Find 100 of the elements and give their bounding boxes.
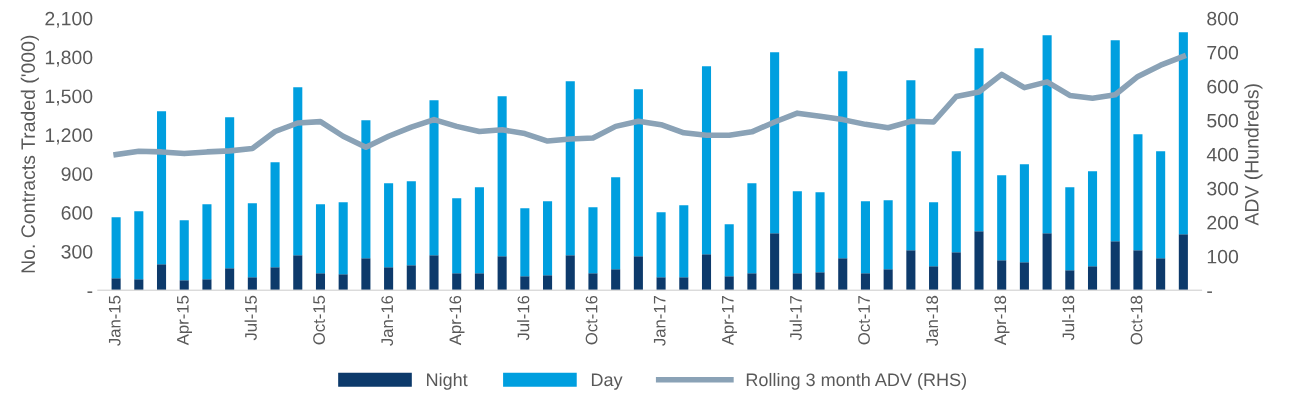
x-tick-label: Oct-15 bbox=[313, 295, 325, 345]
bar bbox=[838, 71, 848, 259]
bar bbox=[179, 280, 189, 291]
bar bbox=[1087, 171, 1098, 267]
bar bbox=[315, 273, 326, 291]
y2-tick-label: 200 bbox=[1207, 215, 1239, 230]
bar bbox=[270, 267, 280, 291]
bar bbox=[429, 100, 439, 256]
y-tick-label: - bbox=[87, 291, 93, 293]
bar bbox=[815, 272, 825, 291]
legend-label: Rolling 3 month ADV (RHS) bbox=[746, 372, 966, 390]
bar bbox=[225, 117, 235, 269]
bar bbox=[497, 96, 507, 257]
bar bbox=[951, 151, 961, 253]
bar bbox=[611, 269, 621, 291]
bar bbox=[883, 269, 893, 291]
bar bbox=[452, 198, 462, 274]
y-axis-title: No. Contracts Traded ('000) bbox=[20, 35, 39, 273]
bar bbox=[997, 175, 1007, 261]
x-tick-label: Oct-16 bbox=[585, 295, 598, 345]
bar bbox=[1110, 40, 1120, 242]
bar bbox=[202, 279, 212, 291]
bar bbox=[1042, 35, 1052, 234]
bar bbox=[1065, 187, 1075, 271]
bar bbox=[520, 276, 530, 291]
bar bbox=[906, 250, 916, 291]
bar bbox=[406, 181, 416, 266]
bar bbox=[134, 211, 144, 280]
bar bbox=[860, 273, 870, 291]
bar bbox=[247, 203, 257, 278]
bar bbox=[1065, 270, 1075, 291]
x-tick-label: Apr-17 bbox=[722, 295, 737, 346]
y-tick-label: 1,500 bbox=[45, 89, 93, 106]
bar bbox=[1110, 241, 1120, 291]
bar bbox=[543, 275, 553, 291]
bar bbox=[156, 111, 167, 265]
y2-tick-label: 400 bbox=[1206, 147, 1239, 162]
x-tick-label: Jan-17 bbox=[653, 295, 666, 346]
x-tick-label: Apr-18 bbox=[994, 295, 1010, 346]
bar bbox=[406, 265, 416, 291]
bar bbox=[497, 256, 507, 291]
x-tick-label: Jan-15 bbox=[108, 295, 121, 346]
bar bbox=[202, 204, 212, 280]
bar bbox=[860, 201, 870, 274]
x-tick-label: Jan-16 bbox=[381, 295, 394, 346]
bar bbox=[474, 273, 484, 291]
bar bbox=[315, 204, 326, 274]
bar bbox=[1156, 258, 1166, 291]
bar bbox=[1133, 250, 1143, 291]
bar bbox=[474, 187, 484, 274]
bar bbox=[656, 277, 666, 291]
x-tick-label: Jul-18 bbox=[1062, 295, 1075, 341]
y-tick-label: 1,800 bbox=[45, 50, 93, 67]
bar bbox=[338, 202, 348, 275]
y2-tick-label: - bbox=[1207, 291, 1212, 293]
bar bbox=[1087, 266, 1098, 291]
bar bbox=[384, 267, 394, 291]
bar bbox=[1156, 151, 1166, 259]
bar bbox=[588, 207, 598, 274]
bar bbox=[293, 87, 303, 256]
bar bbox=[1042, 233, 1052, 291]
bar bbox=[225, 268, 235, 291]
bar bbox=[565, 255, 575, 291]
bar bbox=[361, 258, 371, 291]
bar bbox=[724, 224, 734, 277]
y2-axis-title: ADV (Hundreds) bbox=[1244, 84, 1263, 226]
bar bbox=[747, 273, 757, 291]
bar bbox=[974, 48, 984, 232]
bar bbox=[974, 231, 984, 291]
x-tick-label: Jul-16 bbox=[517, 295, 530, 341]
y2-tick-label: 600 bbox=[1207, 79, 1239, 94]
bar bbox=[883, 200, 893, 270]
bar bbox=[929, 266, 939, 291]
bar bbox=[838, 258, 848, 291]
x-tick-label: Apr-16 bbox=[449, 295, 465, 346]
bar bbox=[156, 264, 167, 291]
y2-tick-label: 100 bbox=[1207, 249, 1239, 264]
y-tick-label: 900 bbox=[61, 167, 93, 181]
bar bbox=[679, 205, 689, 278]
bar bbox=[111, 217, 121, 279]
bar bbox=[1133, 134, 1143, 251]
y2-tick-label: 500 bbox=[1207, 113, 1239, 128]
y-tick-label: 300 bbox=[61, 244, 93, 259]
bar bbox=[724, 276, 734, 291]
bar bbox=[543, 201, 553, 276]
x-tick-label: Jul-15 bbox=[244, 295, 257, 341]
y2-tick-label: 700 bbox=[1207, 45, 1239, 60]
x-tick-label: Jul-17 bbox=[789, 295, 802, 341]
bar bbox=[792, 191, 802, 274]
legend-label: Night bbox=[427, 372, 468, 390]
bar bbox=[520, 208, 530, 277]
bar bbox=[815, 192, 825, 273]
bar bbox=[452, 273, 462, 291]
bar bbox=[270, 162, 280, 268]
bar bbox=[701, 66, 712, 255]
bar bbox=[361, 120, 371, 259]
bar bbox=[111, 278, 121, 291]
bar bbox=[997, 260, 1007, 291]
bar bbox=[588, 273, 598, 291]
y-tick-label: 600 bbox=[61, 206, 93, 220]
